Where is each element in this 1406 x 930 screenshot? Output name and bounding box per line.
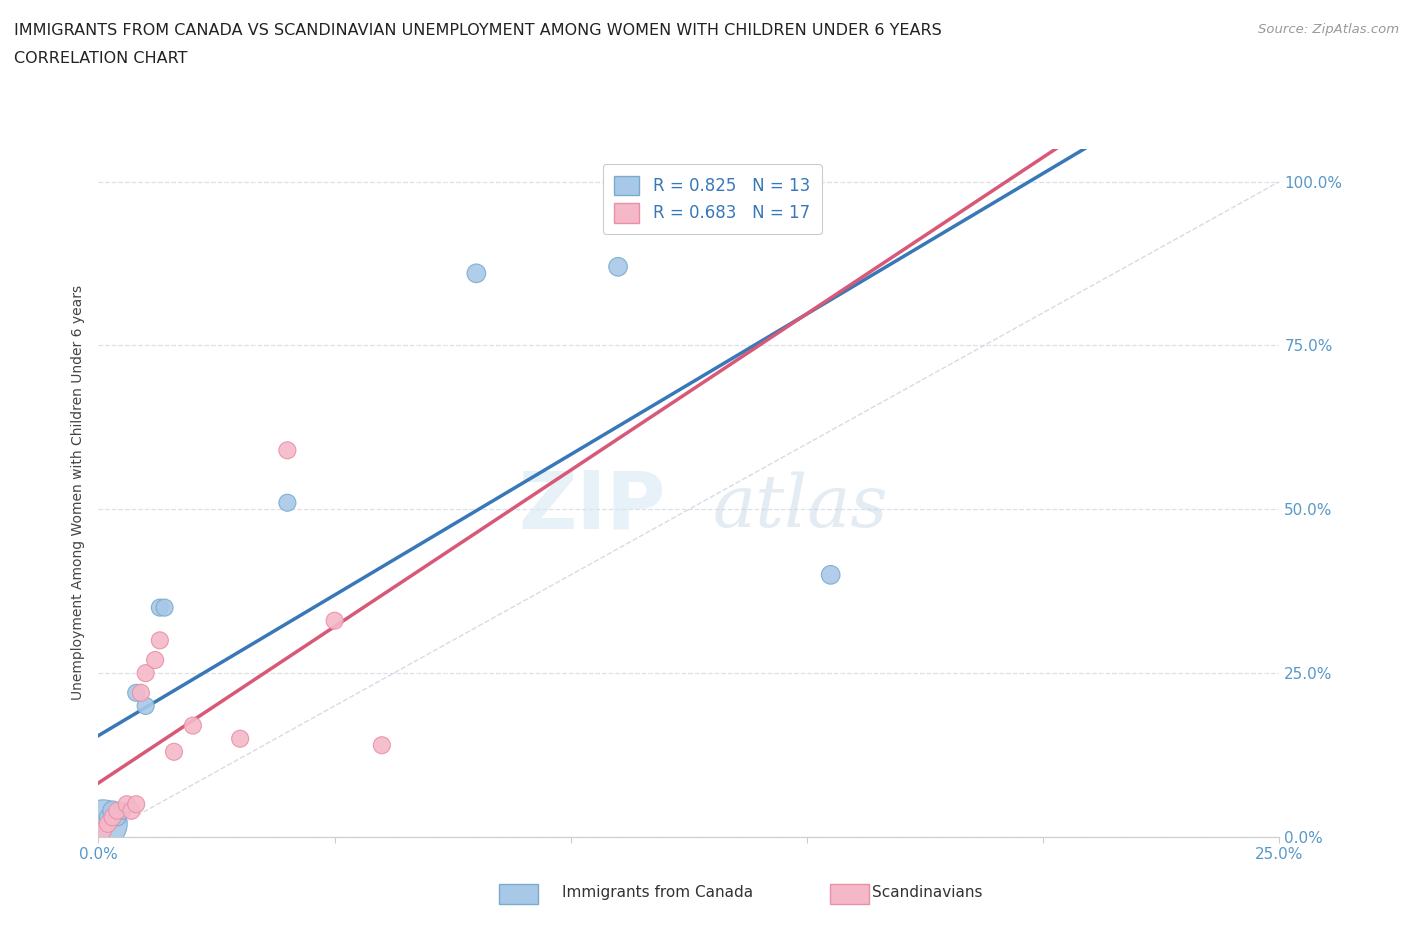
Point: [163, 744, 186, 759]
Y-axis label: Unemployment Among Women with Children Under 6 years: Unemployment Among Women with Children U…: [70, 286, 84, 700]
Point: [323, 613, 346, 628]
Point: [820, 567, 842, 582]
Point: [181, 718, 204, 733]
Point: [229, 731, 252, 746]
Text: ZIP: ZIP: [517, 468, 665, 546]
Point: [105, 804, 128, 818]
Point: [135, 666, 157, 681]
Point: [125, 685, 148, 700]
Point: [607, 259, 630, 274]
Point: [125, 797, 148, 812]
Point: [276, 496, 298, 511]
Point: [153, 600, 176, 615]
Point: [91, 817, 114, 831]
Point: [143, 653, 166, 668]
Text: Scandinavians: Scandinavians: [872, 885, 983, 900]
Point: [371, 737, 394, 752]
Text: IMMIGRANTS FROM CANADA VS SCANDINAVIAN UNEMPLOYMENT AMONG WOMEN WITH CHILDREN UN: IMMIGRANTS FROM CANADA VS SCANDINAVIAN U…: [14, 23, 942, 38]
Point: [91, 823, 114, 838]
Text: Source: ZipAtlas.com: Source: ZipAtlas.com: [1258, 23, 1399, 36]
Point: [129, 685, 152, 700]
Text: CORRELATION CHART: CORRELATION CHART: [14, 51, 187, 66]
Point: [465, 266, 488, 281]
Point: [115, 797, 138, 812]
Point: [135, 698, 157, 713]
Text: Immigrants from Canada: Immigrants from Canada: [562, 885, 754, 900]
Point: [101, 810, 124, 825]
Point: [105, 810, 128, 825]
Point: [149, 633, 172, 648]
Point: [101, 804, 124, 818]
Point: [111, 804, 134, 818]
Point: [97, 817, 120, 831]
Point: [149, 600, 172, 615]
Legend: R = 0.825   N = 13, R = 0.683   N = 17: R = 0.825 N = 13, R = 0.683 N = 17: [603, 164, 821, 234]
Text: atlas: atlas: [713, 472, 889, 542]
Point: [97, 810, 120, 825]
Point: [121, 804, 143, 818]
Point: [276, 443, 298, 458]
